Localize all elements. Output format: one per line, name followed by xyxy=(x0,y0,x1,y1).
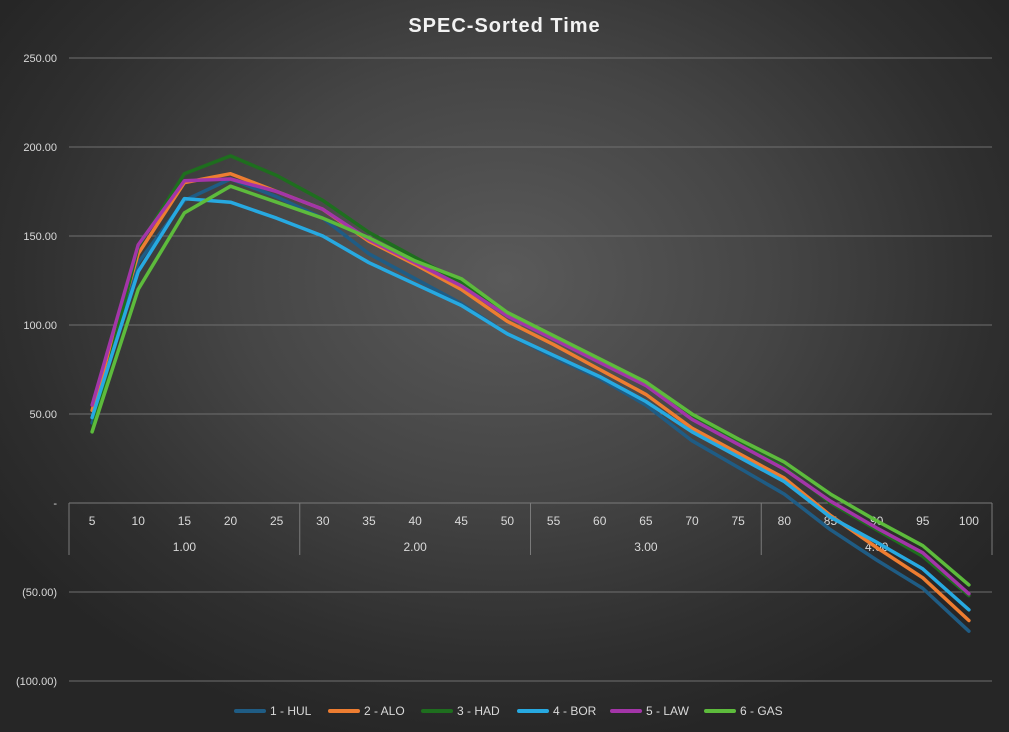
x-tick-label-30: 30 xyxy=(316,514,330,528)
legend-label-4: 4 - BOR xyxy=(553,704,597,718)
x-group-label-0: 1.00 xyxy=(173,540,197,554)
x-tick-label-10: 10 xyxy=(132,514,146,528)
legend-item-3: 3 - HAD xyxy=(421,704,500,718)
y-tick-label-5: - xyxy=(53,498,57,510)
legend-label-1: 1 - HUL xyxy=(270,704,312,718)
legend-item-2: 2 - ALO xyxy=(328,704,405,718)
legend-label-6: 6 - GAS xyxy=(740,704,783,718)
series-line-6 xyxy=(90,184,971,587)
x-tick-label-100: 100 xyxy=(959,514,979,528)
y-tick-label-7: (100.00) xyxy=(16,676,57,688)
x-tick-label-15: 15 xyxy=(178,514,192,528)
chart-title: SPEC-Sorted Time xyxy=(408,15,600,37)
x-tick-label-55: 55 xyxy=(547,514,561,528)
legend-item-5: 5 - LAW xyxy=(610,704,690,718)
x-tick-label-80: 80 xyxy=(778,514,792,528)
gridlines xyxy=(69,57,992,682)
x-tick-label-50: 50 xyxy=(501,514,515,528)
x-tick-label-60: 60 xyxy=(593,514,607,528)
y-axis: 250.00 200.00 150.00 100.00 50.00 - (50.00) (10… xyxy=(16,53,57,688)
x-group-label-2: 3.00 xyxy=(634,540,658,554)
y-tick-label-6: (50.00) xyxy=(22,587,57,599)
y-tick-label-2: 150.00 xyxy=(23,231,57,243)
legend-label-5: 5 - LAW xyxy=(646,704,690,718)
x-tick-label-35: 35 xyxy=(362,514,376,528)
x-tick-label-65: 65 xyxy=(639,514,653,528)
legend-label-3: 3 - HAD xyxy=(457,704,500,718)
x-tick-label-95: 95 xyxy=(916,514,930,528)
x-tick-label-40: 40 xyxy=(408,514,422,528)
series-line-1 xyxy=(90,177,971,633)
y-tick-label-1: 200.00 xyxy=(23,142,57,154)
x-tick-label-20: 20 xyxy=(224,514,238,528)
legend-item-6: 6 - GAS xyxy=(704,704,783,718)
x-tick-label-70: 70 xyxy=(685,514,699,528)
y-tick-label-4: 50.00 xyxy=(29,409,57,421)
y-tick-label-0: 250.00 xyxy=(23,53,57,65)
x-group-label-1: 2.00 xyxy=(403,540,427,554)
x-tick-label-25: 25 xyxy=(270,514,284,528)
legend-item-4: 4 - BOR xyxy=(517,704,597,718)
legend-item-1: 1 - HUL xyxy=(234,704,312,718)
legend: 1 - HUL 2 - ALO 3 - HAD 4 - BOR 5 - LAW 6 - G… xyxy=(234,704,783,718)
series-lines xyxy=(90,154,971,633)
y-tick-label-3: 100.00 xyxy=(23,320,57,332)
x-tick-label-5: 5 xyxy=(89,514,96,528)
series-line-5 xyxy=(90,177,971,596)
series-line-4 xyxy=(90,196,971,612)
x-tick-label-45: 45 xyxy=(455,514,469,528)
x-tick-label-75: 75 xyxy=(731,514,745,528)
legend-label-2: 2 - ALO xyxy=(364,704,405,718)
